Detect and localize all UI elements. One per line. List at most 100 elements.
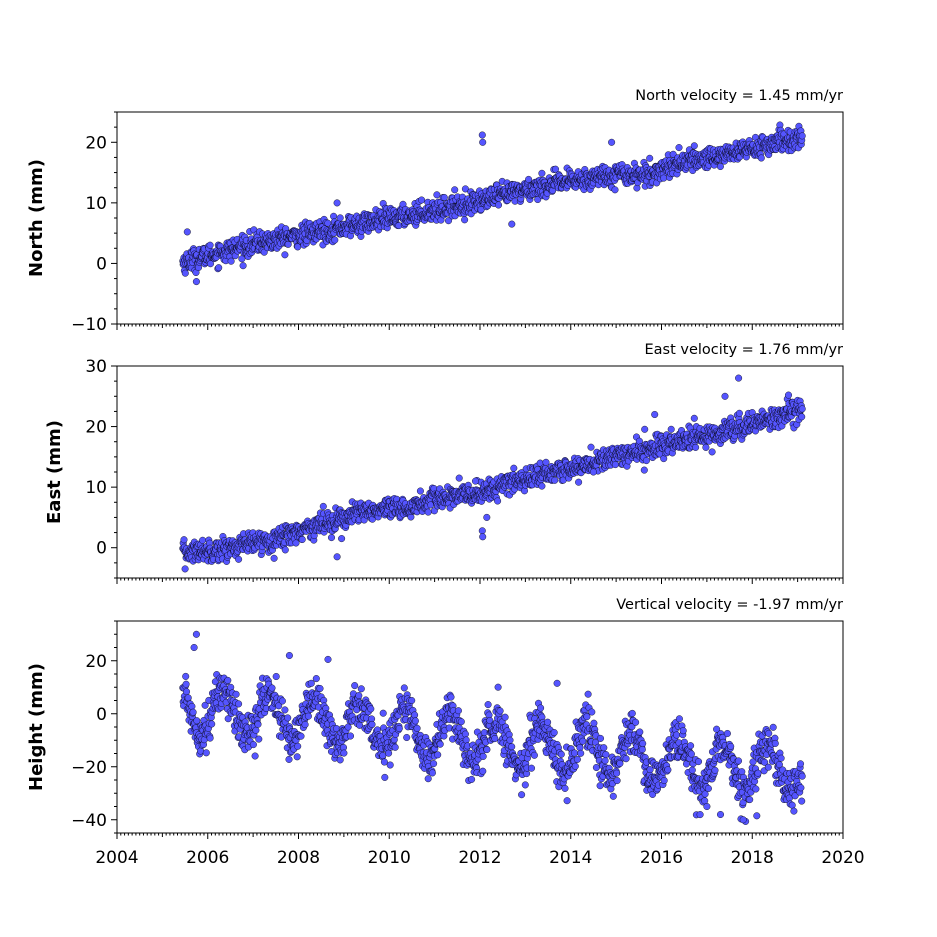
outlier-point (478, 527, 486, 535)
data-point (202, 749, 210, 757)
data-point (440, 193, 448, 201)
data-point (281, 706, 289, 714)
data-point (180, 536, 188, 544)
data-point (281, 546, 289, 554)
y-tick-label: 30 (85, 357, 107, 377)
data-point (551, 476, 559, 484)
data-point (510, 464, 518, 472)
data-point (696, 811, 704, 819)
data-point (660, 174, 668, 182)
data-point (701, 790, 709, 798)
data-point (461, 185, 469, 193)
data-point (561, 784, 569, 792)
data-point (711, 766, 719, 774)
data-point (687, 742, 695, 750)
data-point (249, 741, 257, 749)
outlier-point (183, 228, 191, 236)
data-point (573, 755, 581, 763)
data-point (673, 731, 681, 739)
data-point (181, 269, 189, 277)
data-point (272, 673, 280, 681)
data-point (434, 751, 442, 759)
data-point (424, 508, 432, 516)
data-point (537, 704, 545, 712)
outlier-point (508, 220, 516, 228)
data-point (571, 762, 579, 770)
data-point (491, 735, 499, 743)
data-point (518, 791, 526, 799)
data-point (542, 458, 550, 466)
data-point (379, 709, 387, 717)
data-point (461, 216, 469, 224)
data-point (468, 775, 476, 783)
data-point (636, 728, 644, 736)
data-point (336, 214, 344, 222)
outlier-point (608, 138, 616, 146)
data-point (182, 688, 190, 696)
data-point (347, 732, 355, 740)
outlier-point (333, 553, 341, 561)
data-point (611, 461, 619, 469)
data-point (462, 736, 470, 744)
outlier-point (333, 199, 341, 207)
data-point (764, 763, 772, 771)
data-point (461, 730, 469, 738)
data-point (611, 186, 619, 194)
data-point (255, 735, 263, 743)
data-point (596, 782, 604, 790)
data-point (702, 443, 710, 451)
data-point (238, 255, 246, 263)
data-point (769, 723, 777, 731)
data-point (324, 219, 332, 227)
data-point (646, 766, 654, 774)
data-point (447, 693, 455, 701)
data-point (704, 785, 712, 793)
y-tick-label: 0 (96, 539, 107, 559)
data-point (224, 715, 232, 723)
data-point (600, 744, 608, 752)
data-point (428, 769, 436, 777)
data-point (252, 726, 260, 734)
data-point (749, 758, 757, 766)
data-point (319, 502, 327, 510)
outlier-point (717, 811, 725, 819)
data-point (575, 478, 583, 486)
data-point (601, 757, 609, 765)
data-point (690, 142, 698, 150)
data-point (798, 132, 806, 140)
data-point (254, 720, 262, 728)
data-point (521, 781, 529, 789)
outlier-point (651, 411, 659, 419)
outlier-point (785, 391, 793, 399)
y-tick-label: −10 (71, 315, 107, 335)
data-point (184, 694, 192, 702)
outlier-point (589, 468, 597, 476)
data-point (331, 236, 339, 244)
data-point (386, 761, 394, 769)
data-point (579, 737, 587, 745)
data-point (479, 752, 487, 760)
data-point (483, 746, 491, 754)
data-point (208, 720, 216, 728)
data-point (613, 777, 621, 785)
data-point (357, 685, 365, 693)
data-point (508, 743, 516, 751)
data-point (251, 752, 259, 760)
data-point (583, 713, 591, 721)
data-point (754, 769, 762, 777)
data-point (206, 734, 214, 742)
outlier-point (721, 392, 729, 400)
data-point (418, 196, 426, 204)
data-point (188, 702, 196, 710)
data-point (292, 539, 300, 547)
data-point (788, 801, 796, 809)
data-point (635, 437, 643, 445)
data-point (457, 718, 465, 726)
outlier-point (181, 565, 189, 573)
data-point (189, 708, 197, 716)
data-point (506, 736, 514, 744)
data-point (639, 740, 647, 748)
